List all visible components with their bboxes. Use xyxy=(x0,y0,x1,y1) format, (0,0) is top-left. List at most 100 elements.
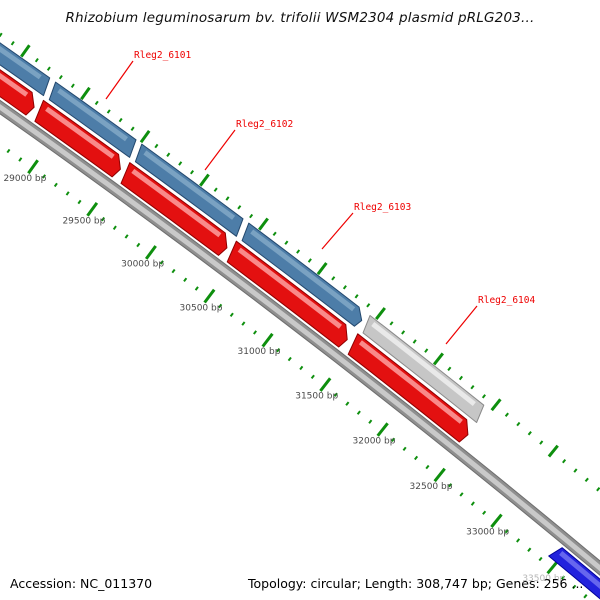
label-leader-line xyxy=(445,305,478,345)
minor-tick xyxy=(331,276,336,281)
major-tick xyxy=(80,86,91,101)
feature-body xyxy=(548,547,600,600)
minor-tick xyxy=(229,312,234,317)
ruler-label: 29500 bp xyxy=(62,217,105,227)
minor-tick xyxy=(18,157,23,162)
ruler-label: 31500 bp xyxy=(295,392,338,402)
gene-partial-left[interactable] xyxy=(0,28,51,97)
minor-tick xyxy=(389,321,394,326)
feature-highlight xyxy=(559,551,600,590)
feature-highlight xyxy=(358,340,463,424)
status-topology: Topology: circular; Length: 308,747 bp; … xyxy=(248,576,584,591)
major-tick xyxy=(258,217,269,231)
minor-tick xyxy=(0,32,3,38)
cds-Rleg2_6104[interactable] xyxy=(347,333,469,443)
major-tick xyxy=(376,422,389,437)
minor-tick xyxy=(345,401,350,406)
minor-tick xyxy=(391,437,396,443)
major-tick xyxy=(27,159,39,175)
minor-tick xyxy=(225,196,230,201)
minor-tick xyxy=(356,410,361,415)
major-tick xyxy=(432,352,444,366)
minor-tick xyxy=(425,464,430,470)
gene-Rleg2_6101[interactable] xyxy=(48,81,137,158)
minor-tick xyxy=(6,148,11,154)
minor-tick xyxy=(190,170,194,175)
gene-label-Rleg2_6104[interactable]: Rleg2_6104 xyxy=(445,295,535,345)
ruler-label: 33500 bp xyxy=(522,574,565,584)
minor-tick xyxy=(470,501,475,506)
minor-tick xyxy=(527,547,532,552)
minor-tick xyxy=(58,75,63,80)
minor-tick xyxy=(106,109,111,114)
major-tick xyxy=(144,245,157,260)
minor-tick xyxy=(333,392,338,397)
minor-tick xyxy=(118,117,123,123)
minor-tick xyxy=(183,277,188,282)
gene-label-Rleg2_6103[interactable]: Rleg2_6103 xyxy=(321,202,411,250)
minor-tick xyxy=(459,492,464,497)
major-tick xyxy=(203,288,216,304)
minor-tick xyxy=(65,191,70,196)
minor-tick xyxy=(481,394,486,399)
minor-tick xyxy=(504,529,509,534)
minor-tick xyxy=(124,234,129,239)
minor-tick xyxy=(366,303,371,308)
minor-tick xyxy=(342,285,347,290)
minor-tick xyxy=(159,260,164,265)
minor-tick xyxy=(101,216,106,222)
minor-tick xyxy=(287,356,292,362)
major-tick xyxy=(375,307,386,321)
ruler-label: 30000 bp xyxy=(121,260,164,270)
gene-label-Rleg2_6101[interactable]: Rleg2_6101 xyxy=(105,50,191,100)
cds-Rleg2_6103[interactable] xyxy=(226,240,348,348)
minor-tick xyxy=(178,161,183,166)
minor-tick xyxy=(276,348,281,353)
feature-highlight xyxy=(237,247,342,329)
ruler-label: 30500 bp xyxy=(180,303,223,313)
cds-Rleg2_6102[interactable] xyxy=(120,162,228,256)
gene-label-text: Rleg2_6104 xyxy=(478,295,535,306)
gene-Rleg2_6104[interactable] xyxy=(362,315,485,423)
minor-tick xyxy=(368,419,373,424)
ruler-label: 32500 bp xyxy=(410,482,453,492)
minor-tick xyxy=(34,58,39,63)
major-tick xyxy=(139,130,151,144)
feature-highlight xyxy=(250,229,356,312)
plasmid-backbone xyxy=(0,99,600,576)
minor-tick xyxy=(77,199,82,205)
minor-tick xyxy=(46,66,51,71)
gene-partial-right[interactable] xyxy=(548,547,600,600)
major-tick xyxy=(547,444,559,458)
gene-Rleg2_6103[interactable] xyxy=(241,222,363,327)
cds-Rleg2_6101[interactable] xyxy=(34,99,121,178)
minor-tick xyxy=(166,152,171,157)
gene-Rleg2_6102[interactable] xyxy=(134,143,244,237)
minor-tick xyxy=(482,510,487,515)
minor-tick xyxy=(296,249,301,254)
minor-tick xyxy=(253,330,257,335)
minor-tick xyxy=(194,286,199,291)
backbone-band xyxy=(0,99,600,576)
minor-tick xyxy=(412,339,417,344)
label-leader-line xyxy=(105,60,134,100)
ruler-label: 32000 bp xyxy=(353,437,396,447)
minor-tick xyxy=(237,205,242,210)
minor-tick xyxy=(94,100,99,106)
major-tick xyxy=(86,202,99,217)
minor-tick xyxy=(560,575,566,580)
minor-tick xyxy=(10,41,15,46)
minor-tick xyxy=(414,455,419,461)
backbone-highlight xyxy=(0,103,600,572)
minor-tick xyxy=(136,242,141,248)
minor-tick xyxy=(130,126,135,131)
gene-label-Rleg2_6102[interactable]: Rleg2_6102 xyxy=(204,119,293,171)
minor-tick xyxy=(458,375,463,381)
cds-partial-left[interactable] xyxy=(0,46,35,116)
ruler-label: 29000 bp xyxy=(3,174,46,184)
minor-tick xyxy=(538,556,543,562)
minor-tick xyxy=(154,143,159,149)
ruler-labels: 29000 bp 29500 bp 30000 bp 30500 bp 31000 bp… xyxy=(3,174,565,584)
minor-tick xyxy=(284,240,289,245)
